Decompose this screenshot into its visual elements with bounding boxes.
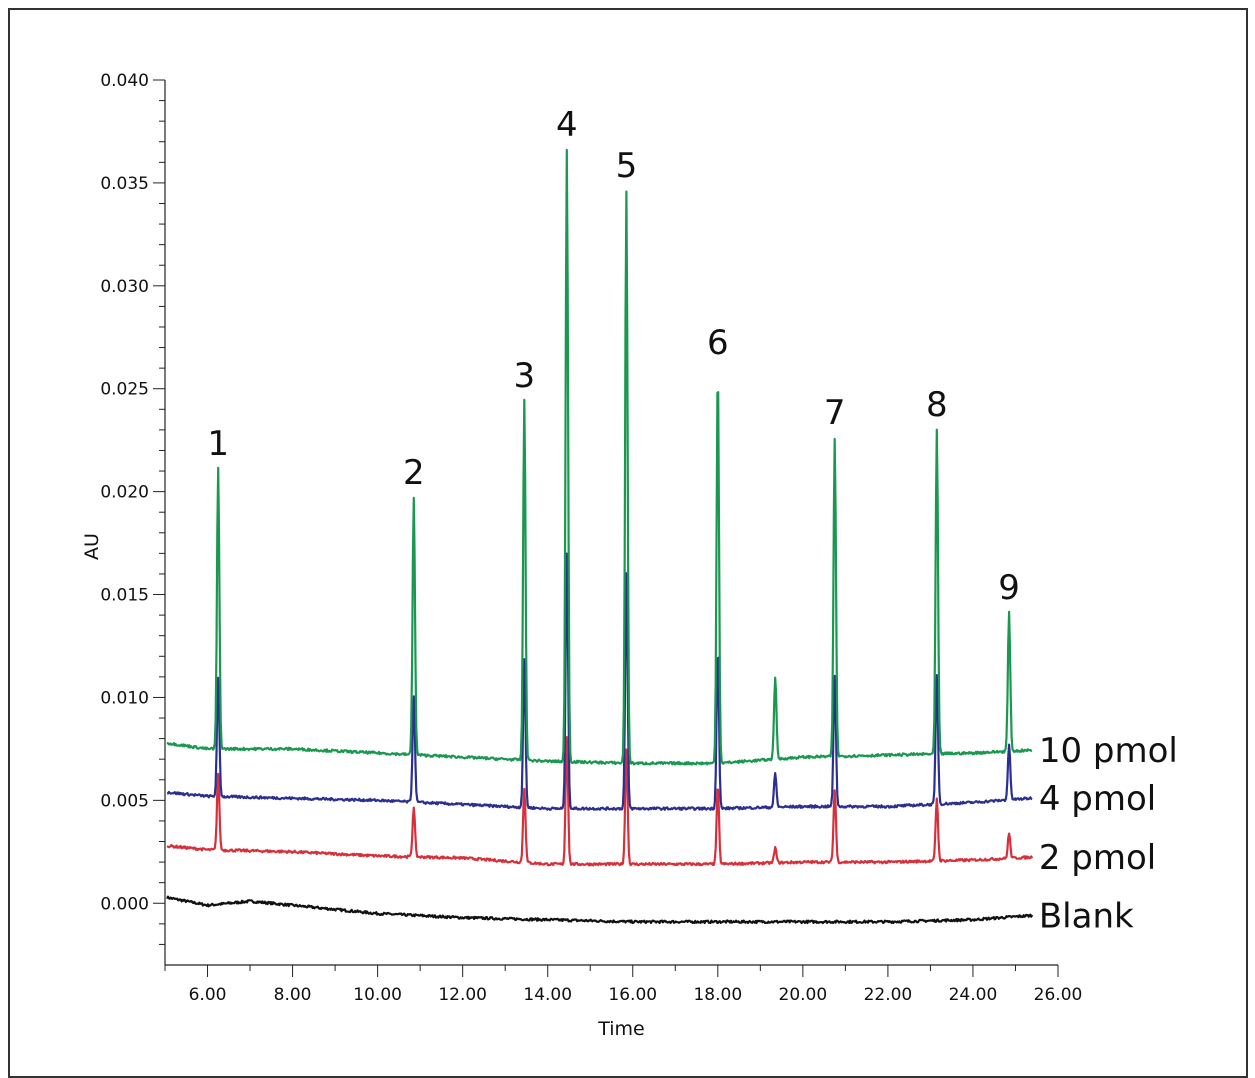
peak-label: 2 [403, 453, 425, 493]
peak-label: 7 [824, 393, 846, 433]
series-label: 2 pmol [1039, 838, 1156, 878]
x-tick-label: 24.00 [949, 985, 998, 1005]
y-tick-label: 0.020 [100, 483, 149, 503]
axes: 0.000 0.005 0.010 0.015 0.020 0.025 0.030 0.035… [100, 71, 1082, 1005]
y-tick-label: 0.040 [100, 71, 149, 91]
x-tick-label: 14.00 [523, 985, 572, 1005]
chromatogram-chart: 0.000 0.005 0.010 0.015 0.020 0.025 0.030 0.035… [81, 71, 1178, 1040]
peak-label: 1 [207, 424, 229, 464]
x-tick-label: 10.00 [353, 985, 402, 1005]
x-tick-label: 26.00 [1034, 985, 1083, 1005]
labels: Blank 2 pmol 4 pmol 10 pmol 1 2 3 45 6 7 8 9 [207, 105, 1178, 936]
x-tick-label: 16.00 [608, 985, 657, 1005]
series-line-2-pmol [166, 735, 1034, 867]
y-tick-label: 0.025 [100, 380, 149, 400]
peak-label: 8 [926, 385, 948, 425]
series-line-4-pmol [166, 552, 1033, 811]
x-tick-label: 8.00 [274, 985, 312, 1005]
series-line-10-pmol [166, 148, 1033, 766]
y-axis-title: AU [81, 533, 103, 560]
y-tick-label: 0.015 [100, 586, 149, 606]
x-tick-label: 18.00 [693, 985, 742, 1005]
traces [166, 148, 1034, 925]
series-label: 4 pmol [1039, 779, 1156, 819]
y-tick-label: 0.035 [100, 174, 149, 194]
series-line-blank [166, 895, 1034, 925]
y-tick-label: 0.010 [100, 688, 149, 708]
peak-label: 6 [707, 323, 729, 363]
x-tick-label: 6.00 [189, 985, 227, 1005]
peak-label: 9 [998, 568, 1020, 608]
series-label: 10 pmol [1039, 731, 1178, 771]
peak-label: 3 [514, 356, 536, 396]
y-tick-label: 0.000 [100, 894, 149, 914]
x-tick-label: 20.00 [779, 985, 828, 1005]
peak-label: 5 [616, 146, 638, 186]
y-tick-label: 0.030 [100, 277, 149, 297]
series-label: Blank [1039, 896, 1134, 936]
chart-frame: 0.000 0.005 0.010 0.015 0.020 0.025 0.030 0.035… [8, 8, 1248, 1078]
y-tick-label: 0.005 [100, 791, 149, 811]
x-axis-title: Time [597, 1018, 645, 1040]
x-tick-label: 12.00 [438, 985, 487, 1005]
peak-label: 4 [556, 105, 578, 145]
x-tick-label: 22.00 [864, 985, 913, 1005]
